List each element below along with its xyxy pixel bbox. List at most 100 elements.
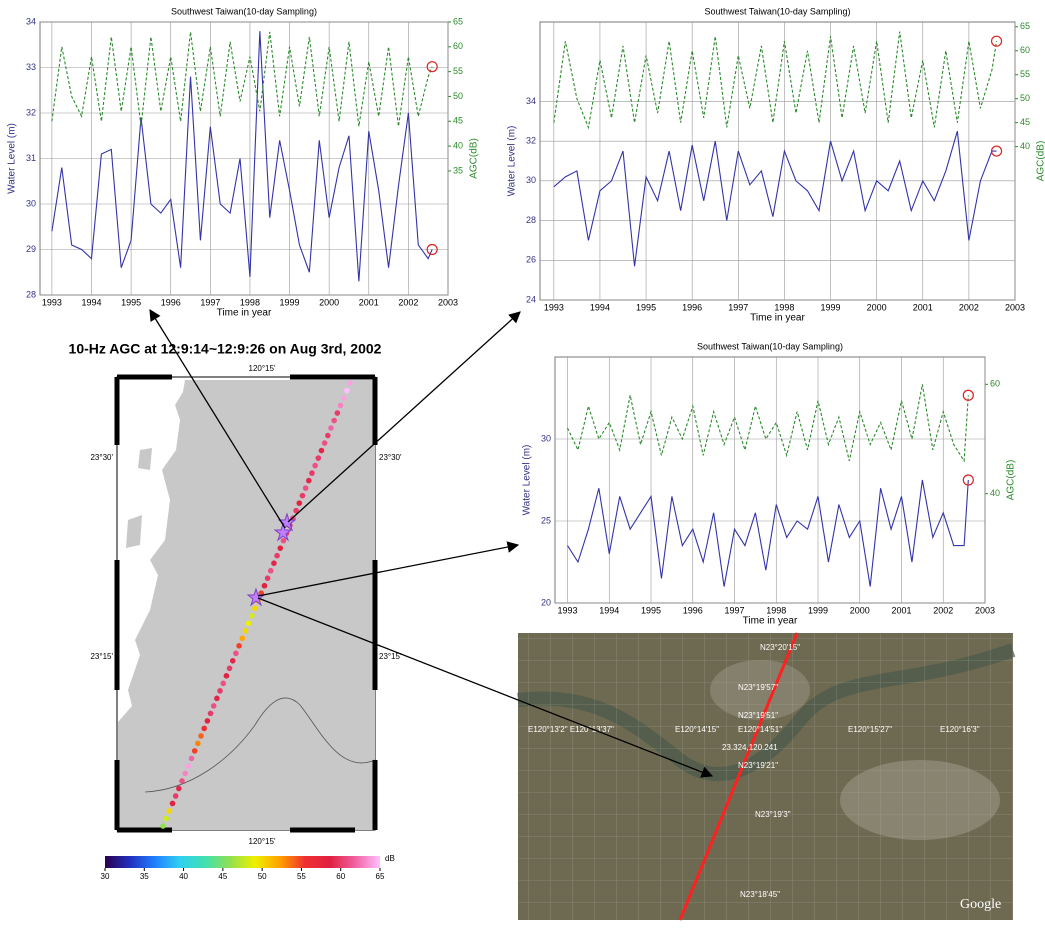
coordinate-label: N23°19'21" xyxy=(738,761,778,770)
x-tick-label: 1993 xyxy=(558,605,578,615)
colorbar-ticks: 30 35 40 45 50 55 60 65 xyxy=(101,868,385,881)
x-tick-label: 2001 xyxy=(359,297,379,307)
y-tick-label: 25 xyxy=(541,515,551,525)
x-tick-label: 2002 xyxy=(933,605,953,615)
x-axis-label: Time in year xyxy=(217,308,272,319)
track-point xyxy=(309,470,315,476)
series-line xyxy=(51,31,433,127)
track-point xyxy=(271,560,277,567)
track-point xyxy=(188,755,195,762)
land xyxy=(126,515,142,548)
y2-tick-label: 55 xyxy=(1020,69,1030,79)
y-tick-label: 30 xyxy=(526,175,536,185)
track-point xyxy=(207,710,214,717)
y2-tick-label: 60 xyxy=(453,41,463,51)
track-point xyxy=(195,740,201,747)
x-tick-label: 1998 xyxy=(240,297,260,307)
track-point xyxy=(331,417,337,424)
x-tick-label: 2002 xyxy=(959,302,979,312)
arrow xyxy=(149,309,286,529)
y-tick-label: 32 xyxy=(26,107,36,117)
track-point xyxy=(267,567,274,574)
arrow xyxy=(257,597,714,778)
y2-axis-label: AGC(dB) xyxy=(1036,141,1045,182)
arrows xyxy=(149,309,714,778)
arrow xyxy=(287,311,521,523)
track-point xyxy=(236,642,242,649)
track-point xyxy=(179,778,185,784)
x-tick-label: 2003 xyxy=(1005,302,1025,312)
coordinate-label: 23.324,120.241 xyxy=(722,743,778,752)
y-axis-label: Water Level (m) xyxy=(507,126,518,197)
y2-tick-label: 60 xyxy=(1020,45,1030,55)
y-tick-label: 30 xyxy=(26,198,36,208)
track-point xyxy=(182,770,188,777)
track-point xyxy=(198,733,204,739)
coordinate-label: N23°19'57" xyxy=(738,683,778,692)
x-tick-label: 2001 xyxy=(891,605,911,615)
y2-axis-label: AGC(dB) xyxy=(1006,460,1017,501)
satellite-labels: N23°20'15" N23°19'57" N23°19'51" E120°13'2"… xyxy=(528,643,1001,912)
x-tick-label: 2000 xyxy=(319,297,339,307)
land xyxy=(118,380,375,830)
track-point xyxy=(280,537,287,544)
track-point xyxy=(210,703,217,709)
star xyxy=(277,512,297,532)
x-tick-label: 2002 xyxy=(398,297,418,307)
y2-tick-label: 55 xyxy=(453,66,463,76)
track-point xyxy=(299,492,306,499)
y-tick-label: 24 xyxy=(526,294,536,304)
y2-tick-label: 35 xyxy=(453,165,463,175)
watermark: Google xyxy=(960,897,1001,912)
track-point xyxy=(261,582,268,589)
track-point xyxy=(160,823,166,829)
chart-title: Southwest Taiwan(10-day Sampling) xyxy=(697,341,843,351)
x-tick-label: 1996 xyxy=(682,302,702,312)
coordinate-label: N23°18'45" xyxy=(740,890,780,899)
y2-tick-label: 65 xyxy=(453,16,463,26)
end-marker xyxy=(990,145,1003,157)
y-axis-label: Water Level (m) xyxy=(522,445,533,516)
track-point xyxy=(169,800,176,807)
track-point xyxy=(242,627,249,634)
track-point xyxy=(315,455,322,461)
lon-label: 120°15' xyxy=(249,837,276,846)
track-point xyxy=(264,575,271,582)
x-tick-label: 1997 xyxy=(200,297,220,307)
colorbar-tick-label: 55 xyxy=(297,872,306,881)
track-point xyxy=(214,695,220,702)
y2-tick-label: 50 xyxy=(453,91,463,101)
track-point xyxy=(318,447,325,454)
x-tick-label: 1999 xyxy=(808,605,828,615)
y-tick-label: 31 xyxy=(26,153,36,163)
track-point xyxy=(321,440,328,446)
y2-tick-label: 40 xyxy=(1020,141,1030,151)
x-tick-label: 1994 xyxy=(590,302,610,312)
track-point xyxy=(312,462,318,469)
track-point xyxy=(185,763,192,769)
x-tick-label: 1995 xyxy=(636,302,656,312)
colorbar-tick-label: 30 xyxy=(101,872,110,881)
track-point xyxy=(325,432,331,439)
x-tick-label: 1994 xyxy=(599,605,619,615)
chart-title: Southwest Taiwan(10-day Sampling) xyxy=(705,6,851,16)
contour xyxy=(144,697,376,793)
track-point xyxy=(248,612,255,619)
colorbar-tick-label: 40 xyxy=(179,872,188,881)
track-point xyxy=(337,402,344,409)
series-line xyxy=(567,479,969,587)
coordinate-label: N23°19'51" xyxy=(738,711,778,720)
y-tick-label: 33 xyxy=(26,62,36,72)
y-tick-label: 34 xyxy=(526,96,536,106)
satellite-image: N23°20'15" N23°19'57" N23°19'51" E120°13'2"… xyxy=(517,632,1016,921)
series-line xyxy=(553,131,997,267)
track-point xyxy=(277,545,284,551)
y-tick-label: 29 xyxy=(26,244,36,254)
y-tick-label: 28 xyxy=(26,289,36,299)
track-point xyxy=(328,425,334,431)
y2-tick-label: 45 xyxy=(1020,117,1030,127)
track-point xyxy=(201,725,208,732)
y2-tick-label: 65 xyxy=(1020,21,1030,31)
